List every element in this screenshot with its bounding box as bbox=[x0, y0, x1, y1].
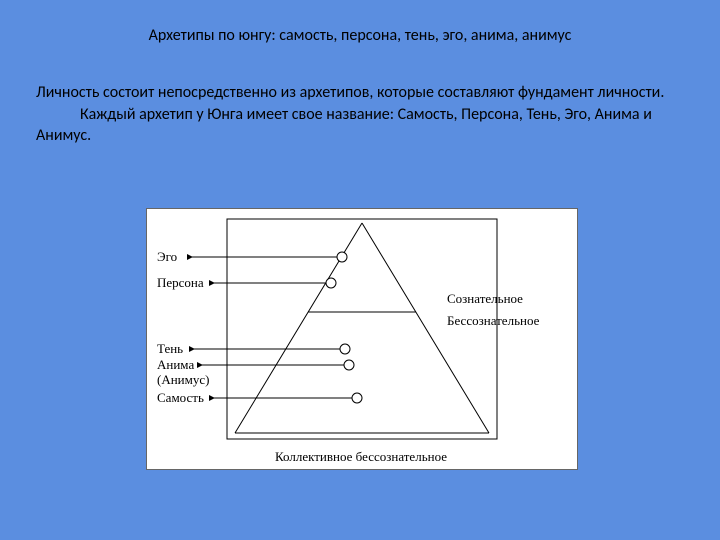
page-title: Архетипы по юнгу: самость, персона, тень… bbox=[0, 26, 720, 45]
left-label-4: (Анимус) bbox=[157, 372, 209, 388]
left-label-2: Тень bbox=[157, 341, 183, 357]
paragraph-line-1: Личность состоит непосредственно из архе… bbox=[36, 83, 664, 102]
left-label-3: Анима bbox=[157, 357, 194, 373]
left-label-1: Персона bbox=[157, 275, 204, 291]
diagram: Эго Персона ТеньАнима(Анимус) Самость Сознат… bbox=[146, 208, 578, 470]
body-paragraph: Личность состоит непосредственно из архе… bbox=[36, 82, 684, 147]
paragraph-line-2: Каждый архетип у Юнга имеет свое названи… bbox=[36, 105, 652, 146]
right-label-1: Бессознательное bbox=[447, 313, 539, 329]
bottom-label: Коллективное бессознательное bbox=[275, 449, 447, 465]
slide: Архетипы по юнгу: самость, персона, тень… bbox=[0, 0, 720, 540]
right-label-0: Сознательное bbox=[447, 291, 523, 307]
left-label-0: Эго bbox=[157, 249, 177, 265]
left-label-5: Самость bbox=[157, 390, 204, 406]
diagram-svg bbox=[147, 209, 577, 469]
